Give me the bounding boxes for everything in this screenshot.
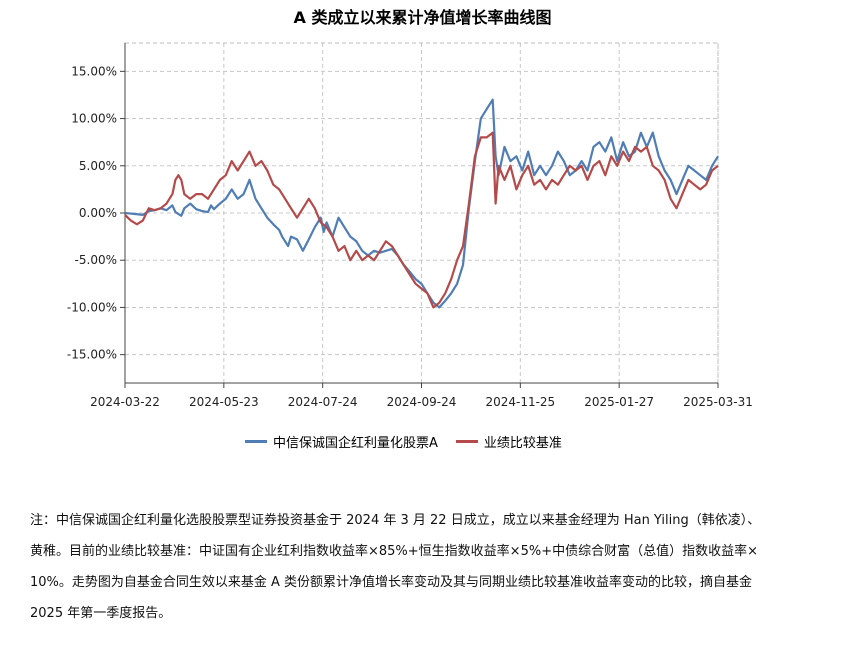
footnote-line-2: 黄稚。目前的业绩比较基准：中证国有企业红利指数收益率×85%+恒生指数收益率×5… (30, 544, 758, 559)
footnote-line-3: 10%。走势图为自基金合同生效以来基金 A 类份额累计净值增长率变动及其与同期业… (30, 575, 753, 590)
legend-swatch-benchmark (455, 440, 478, 443)
x-tick-label: 2025-03-31 (683, 395, 753, 409)
x-tick-label: 2024-07-24 (288, 395, 358, 409)
chart-legend: 中信保诚国企红利量化股票A 业绩比较基准 (245, 432, 580, 451)
y-tick-label: 10.00% (71, 112, 117, 126)
legend-item-fund[interactable]: 中信保诚国企红利量化股票A (245, 432, 438, 451)
legend-item-benchmark[interactable]: 业绩比较基准 (455, 432, 562, 451)
footnote: 注：中信保诚国企红利量化选股股票型证券投资基金于 2024 年 3 月 22 日… (30, 505, 810, 629)
axis-layer: 15.00% 10.00% 5.00% 0.00% -5.00% -10.00% -15.0… (67, 43, 753, 409)
y-tick-label: 15.00% (71, 64, 117, 78)
legend-label-benchmark: 业绩比较基准 (483, 436, 562, 451)
footnote-line-4: 2025 年第一季度报告。 (30, 606, 172, 621)
footnote-line-1: 注：中信保诚国企红利量化选股股票型证券投资基金于 2024 年 3 月 22 日… (30, 513, 761, 528)
x-tick-label: 2024-09-24 (387, 395, 457, 409)
x-tick-label: 2024-05-23 (189, 395, 259, 409)
series-line-1 (124, 131, 719, 309)
x-tick-label: 2024-11-25 (485, 395, 555, 409)
y-tick-label: -15.00% (67, 348, 117, 362)
y-tick-label: -10.00% (67, 300, 117, 314)
series-line-0 (124, 98, 719, 309)
y-tick-label: -5.00% (75, 253, 117, 267)
chart-title: A 类成立以来累计净值增长率曲线图 (293, 8, 552, 27)
legend-swatch-fund (245, 440, 267, 443)
legend-label-fund: 中信保诚国企红利量化股票A (273, 436, 438, 451)
line-chart: 15.00% 10.00% 5.00% 0.00% -5.00% -10.00% -15.0… (67, 42, 753, 409)
x-tick-label: 2025-01-27 (584, 395, 654, 409)
grid-layer (124, 42, 719, 384)
x-tick-label: 2024-03-22 (90, 395, 160, 409)
y-tick-label: 5.00% (79, 159, 117, 173)
y-tick-label: 0.00% (79, 206, 117, 220)
series-layer (124, 98, 719, 309)
